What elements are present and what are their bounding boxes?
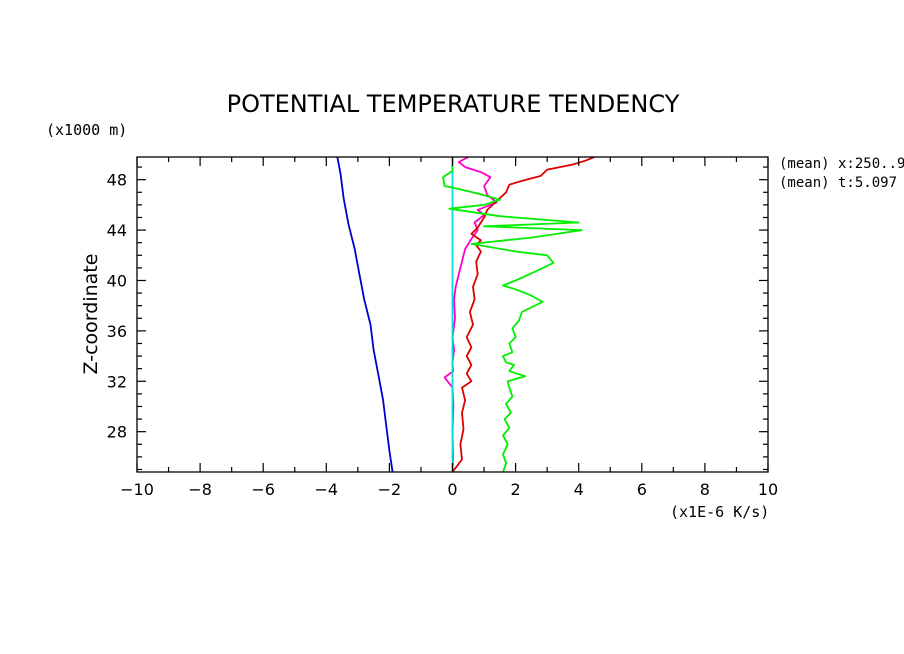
series-line-1 (336, 156, 394, 473)
y-tick-label: 28 (107, 423, 127, 442)
y-tick-label: 44 (107, 221, 127, 240)
y-axis-label: Z-coordinate (80, 254, 102, 375)
x-tick-label: 4 (574, 480, 584, 499)
x-tick-label: 10 (758, 480, 778, 499)
series-line-5 (442, 157, 583, 473)
x-tick-label: 0 (447, 480, 457, 499)
annotation-t-mean: (mean) t:5.097 (779, 175, 897, 191)
chart-title: POTENTIAL TEMPERATURE TENDENCY (227, 90, 680, 118)
x-tick-label: 6 (637, 480, 647, 499)
x-tick-label: −10 (120, 480, 154, 499)
x-tick-label: −4 (315, 480, 339, 499)
series-line-2 (443, 156, 498, 473)
y-tick-label: 32 (107, 372, 127, 391)
series-layer (336, 156, 595, 473)
axes-layer: −10 −8 −6 −4 −2 0 2 4 6 8 10 28 32 36 40 44 48 (107, 156, 778, 499)
y-tick-label: 48 (107, 171, 127, 190)
y-tick-label: 40 (107, 271, 127, 290)
series-line-4 (451, 156, 595, 473)
annotation-x-mean: (mean) x:250..9 (779, 156, 904, 172)
y-axis-unit: (x1000 m) (46, 121, 127, 139)
y-tick-label: 36 (107, 322, 127, 341)
x-axis-label: (x1E-6 K/s) (670, 503, 769, 521)
x-tick-label: 8 (700, 480, 710, 499)
x-tick-label: −6 (251, 480, 275, 499)
x-tick-label: −2 (378, 480, 402, 499)
x-tick-label: −8 (188, 480, 212, 499)
x-tick-label: 2 (511, 480, 521, 499)
